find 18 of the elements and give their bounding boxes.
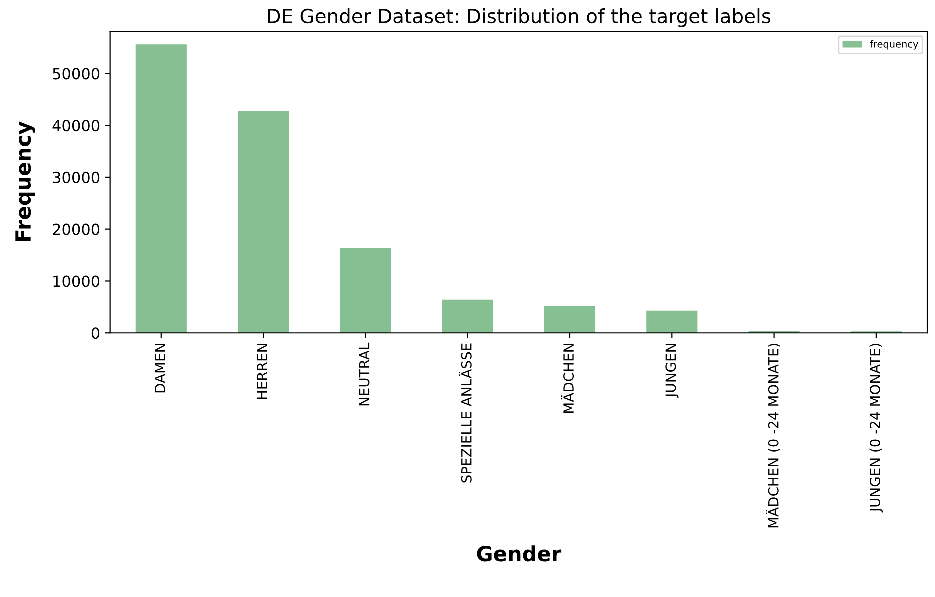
x-tick-label: SPEZIELLE ANLÄSSE [459,344,472,483]
y-tick-label: 50000 [53,68,100,80]
y-tick-label: 0 [92,328,100,340]
legend-label: frequency [870,40,918,50]
y-tick-label: 30000 [53,172,100,184]
x-axis-title: Gender [477,546,562,562]
y-tick-label: 40000 [52,120,100,132]
x-tick-label: NEUTRAL [359,342,370,406]
x-tick-label: MÄDCHEN [561,344,574,413]
x-tick-label: MÄDCHEN (0 -24 MONATE) [766,344,780,528]
x-tick-label: HERREN [257,344,268,400]
y-axis-title: Frequency [16,122,36,242]
x-tick-label: DAMEN [155,344,166,393]
x-tick-label: JUNGEN [666,344,679,398]
y-tick-label: 20000 [53,224,100,236]
x-tick-label: JUNGEN (0 -24 MONATE) [870,344,884,513]
chart-title: DE Gender Dataset: Distribution of the target labels [268,8,771,28]
y-tick-label: 10000 [54,276,100,288]
